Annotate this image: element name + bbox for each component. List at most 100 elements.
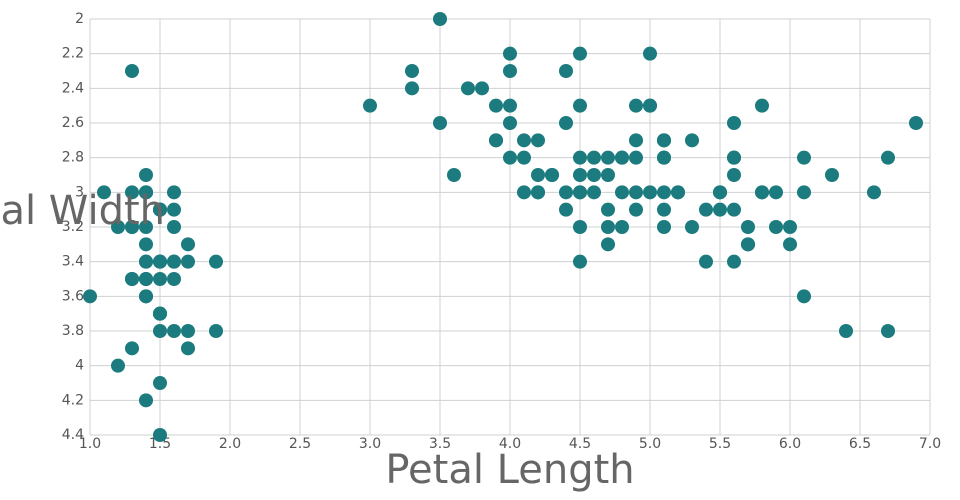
point xyxy=(139,168,153,182)
point xyxy=(797,150,811,165)
point xyxy=(125,185,139,200)
point xyxy=(629,150,643,165)
x-tick-label: 7.0 xyxy=(919,436,941,452)
point xyxy=(909,116,923,130)
point xyxy=(531,168,545,182)
x-tick-label: 2.5 xyxy=(289,436,311,452)
point xyxy=(881,324,895,338)
point xyxy=(433,116,447,130)
x-tick-label: 3.0 xyxy=(359,436,381,452)
point xyxy=(601,150,615,165)
point xyxy=(573,98,587,113)
point xyxy=(139,185,153,200)
point xyxy=(531,133,545,148)
point xyxy=(573,46,587,61)
point xyxy=(447,168,461,182)
y-tick-label: 2.2 xyxy=(62,46,84,62)
point xyxy=(783,220,797,234)
x-tick-label: 5.5 xyxy=(709,436,731,452)
y-tick-label: 3.6 xyxy=(62,288,84,304)
point xyxy=(657,133,671,148)
point xyxy=(139,289,153,304)
point xyxy=(139,220,153,234)
point xyxy=(153,376,167,390)
point xyxy=(587,150,601,165)
points xyxy=(83,12,923,442)
point xyxy=(83,289,97,304)
x-tick-label: 3.5 xyxy=(429,436,451,452)
point xyxy=(573,150,587,165)
ticks: 2 2.2 2.4 2.6 2.8 3 3.2 3.4 3.6 3.8 4 4.2 4.41.0 1.5 2… xyxy=(62,11,941,452)
point xyxy=(363,98,377,113)
y-tick-label: 2 xyxy=(75,11,84,27)
point xyxy=(531,185,545,200)
point xyxy=(769,220,783,234)
point xyxy=(657,220,671,234)
point xyxy=(503,64,517,78)
point xyxy=(503,46,517,61)
point xyxy=(699,254,713,269)
point xyxy=(181,324,195,338)
point xyxy=(503,150,517,165)
point xyxy=(153,254,167,269)
point xyxy=(573,220,587,234)
x-tick-label: 6.5 xyxy=(849,436,871,452)
point xyxy=(657,185,671,200)
point xyxy=(713,185,727,200)
point xyxy=(517,150,531,165)
point xyxy=(97,185,111,200)
point xyxy=(587,185,601,200)
y-axis-title: Sepal Width xyxy=(0,188,165,234)
point xyxy=(867,185,881,200)
point xyxy=(181,341,195,356)
point xyxy=(643,46,657,61)
point xyxy=(629,133,643,148)
point xyxy=(139,237,153,252)
y-tick-label: 4.2 xyxy=(62,392,84,408)
point xyxy=(601,202,615,217)
point xyxy=(111,358,125,373)
y-tick-label: 3 xyxy=(75,184,84,200)
point xyxy=(573,168,587,182)
point xyxy=(601,220,615,234)
point xyxy=(825,168,839,182)
point xyxy=(209,254,223,269)
point xyxy=(727,150,741,165)
point xyxy=(727,116,741,130)
point xyxy=(433,12,447,26)
point xyxy=(783,237,797,252)
point xyxy=(503,116,517,130)
point xyxy=(125,272,139,286)
x-tick-label: 4.5 xyxy=(569,436,591,452)
x-tick-label: 5.0 xyxy=(639,436,661,452)
point xyxy=(797,185,811,200)
point xyxy=(545,168,559,182)
point xyxy=(601,237,615,252)
point xyxy=(125,220,139,234)
point xyxy=(559,64,573,78)
point xyxy=(629,202,643,217)
point xyxy=(769,185,783,200)
x-tick-label: 6.0 xyxy=(779,436,801,452)
point xyxy=(629,185,643,200)
point xyxy=(671,185,685,200)
point xyxy=(657,150,671,165)
point xyxy=(685,133,699,148)
point xyxy=(405,64,419,78)
point xyxy=(153,306,167,321)
point xyxy=(167,254,181,269)
y-tick-label: 2.4 xyxy=(62,80,84,96)
point xyxy=(755,185,769,200)
point xyxy=(741,220,755,234)
point xyxy=(489,98,503,113)
x-tick-label: 2.0 xyxy=(219,436,241,452)
point xyxy=(643,98,657,113)
point xyxy=(139,254,153,269)
point xyxy=(559,202,573,217)
point xyxy=(181,254,195,269)
y-tick-label: 4 xyxy=(75,358,84,374)
point xyxy=(727,254,741,269)
point xyxy=(153,324,167,338)
